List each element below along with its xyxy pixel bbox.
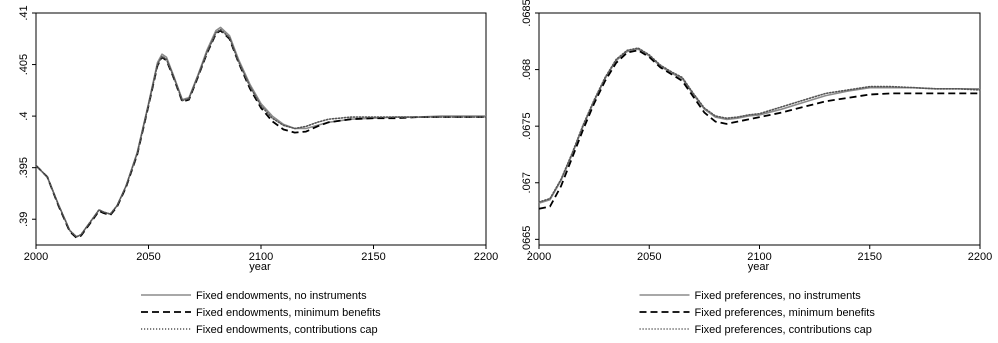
series-line-dotted (538, 47, 981, 203)
y-tick-label: .405 (18, 54, 30, 75)
y-tick-label: .0685 (521, 0, 533, 27)
series-line-dotted (35, 28, 487, 238)
y-tick-label: .0675 (521, 112, 533, 140)
legend-label: Fixed preferences, minimum benefits (695, 307, 876, 319)
y-tick-label: .395 (18, 157, 30, 178)
x-tick-label: 2150 (361, 251, 385, 263)
y-tick-label: .0665 (521, 226, 533, 254)
y-tick-label: .39 (18, 212, 30, 227)
x-tick-label: 2200 (474, 251, 498, 263)
legend-label: Fixed endowments, minimum benefits (196, 307, 381, 319)
legend-label: Fixed preferences, no instruments (695, 290, 862, 302)
plot-frame (538, 12, 981, 246)
x-tick-label: 2200 (968, 251, 992, 263)
y-tick-label: .068 (521, 59, 533, 80)
legend-label: Fixed preferences, contributions cap (695, 324, 872, 336)
series-line-dashed (35, 29, 486, 239)
chart-preferences: 2000 2050 2100 2150 2200 year .0665 .067 .0675 .0… (521, 0, 992, 336)
x-tick-label: 2100 (747, 251, 771, 263)
legend-label: Fixed endowments, no instruments (196, 290, 367, 302)
x-tick-label: 2050 (637, 251, 661, 263)
x-tick-label: 2050 (136, 251, 160, 263)
x-tick-label: 2000 (527, 251, 551, 263)
plot-frame (35, 12, 487, 246)
x-tick-label: 2150 (858, 251, 882, 263)
x-axis-title: year (249, 261, 271, 273)
series-line-solid (35, 26, 486, 238)
series-line-solid (538, 48, 980, 204)
y-tick-label: .41 (18, 5, 30, 20)
series-line-dashed (538, 49, 980, 210)
x-tick-label: 2100 (249, 251, 273, 263)
x-axis-title: year (748, 261, 770, 273)
chart-endowments: 2000 2050 2100 2150 2200 year .39 .395 .4 .405 .41… (18, 5, 498, 336)
y-tick-label: .4 (18, 112, 30, 121)
legend-label: Fixed endowments, contributions cap (196, 324, 378, 336)
x-tick-label: 2000 (24, 251, 48, 263)
y-tick-label: .067 (521, 172, 533, 193)
